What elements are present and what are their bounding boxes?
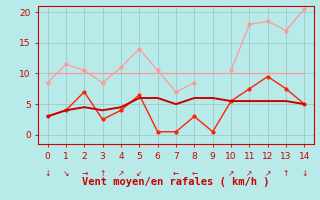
Text: ↓: ↓: [44, 169, 51, 178]
Text: ←: ←: [173, 169, 179, 178]
Text: ↙: ↙: [136, 169, 142, 178]
Text: ↗: ↗: [265, 169, 271, 178]
Text: ↓: ↓: [301, 169, 308, 178]
Text: ↗: ↗: [228, 169, 234, 178]
Text: ↗: ↗: [246, 169, 252, 178]
Text: ↘: ↘: [63, 169, 69, 178]
Text: ↗: ↗: [118, 169, 124, 178]
Text: ↑: ↑: [100, 169, 106, 178]
Text: ←: ←: [191, 169, 197, 178]
Text: ↑: ↑: [283, 169, 289, 178]
Text: →: →: [81, 169, 87, 178]
X-axis label: Vent moyen/en rafales ( km/h ): Vent moyen/en rafales ( km/h ): [82, 177, 270, 187]
